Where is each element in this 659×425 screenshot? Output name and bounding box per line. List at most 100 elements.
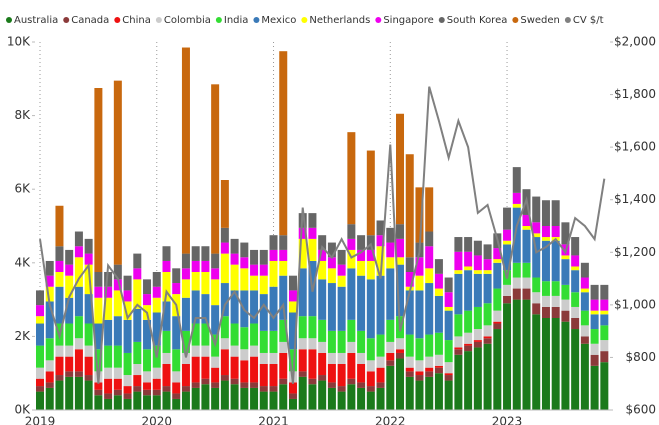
bar-segment [211, 279, 220, 306]
bar-segment [405, 356, 414, 368]
bar-segment [220, 380, 229, 410]
bar-segment [327, 330, 336, 353]
bar-segment [493, 262, 502, 289]
legend-label: CV $/t [573, 15, 604, 26]
bar-segment [65, 275, 74, 298]
bar-segment [464, 310, 473, 333]
bar-segment [162, 364, 171, 387]
bar-segment [425, 268, 434, 284]
bar-segment [279, 319, 288, 342]
bar-segment [337, 249, 346, 265]
bar-segment [434, 365, 443, 368]
bar-segment [512, 192, 521, 204]
bar-segment [230, 345, 239, 357]
bar-segment [172, 398, 181, 410]
bar-segment [191, 246, 200, 261]
bar-segment [512, 167, 521, 193]
bar-segment [571, 255, 580, 267]
x-tick-label: 2019 [25, 415, 56, 425]
bar-segment [211, 367, 220, 383]
legend-marker [438, 17, 445, 23]
bar-segment [571, 237, 580, 256]
bar-segment [444, 277, 453, 293]
bar-segment [347, 352, 356, 379]
bar-segment [133, 375, 142, 387]
bar-segment [250, 345, 259, 357]
bar-segment [483, 343, 492, 410]
bar-segment [240, 360, 249, 383]
bar-segment [522, 277, 531, 289]
bar-segment [230, 253, 239, 265]
bar-segment [259, 386, 268, 392]
bar-segment [113, 378, 122, 390]
bar-segment [143, 389, 152, 396]
bar-segment [36, 316, 44, 324]
bar-segment [55, 286, 64, 324]
bar-segment [444, 306, 453, 311]
bar-segment [172, 371, 181, 383]
legend-marker [375, 17, 382, 23]
bar-segment [318, 375, 327, 381]
y-tick-label: 8K [14, 108, 31, 122]
bar-segment [347, 384, 356, 410]
bar-segment [279, 249, 288, 261]
bar-segment [298, 338, 307, 350]
bar-segment [181, 391, 190, 410]
bar-segment [376, 382, 385, 388]
x-tick-label: 2020 [141, 415, 172, 425]
bar-segment [357, 260, 366, 276]
bar-segment [357, 364, 366, 383]
bar-segment [211, 84, 220, 254]
bar-segment [357, 275, 366, 331]
y2-tick-label: $1,400 [614, 192, 656, 206]
bar-segment [269, 391, 278, 410]
bar-segment [191, 387, 200, 410]
bar-segment [94, 88, 103, 272]
bar-segment [590, 299, 599, 311]
bar-segment [600, 299, 609, 311]
bar-segment [94, 349, 103, 372]
bar-segment [220, 253, 229, 284]
bar-segment [279, 235, 288, 250]
bar-segment [84, 323, 93, 346]
bar-segment [473, 340, 482, 342]
bar-segment [464, 351, 473, 410]
bar-segment [55, 375, 64, 381]
bar-segment [308, 338, 317, 350]
bar-segment [36, 391, 44, 410]
bar-segment [473, 329, 482, 341]
bar-segment [357, 382, 366, 388]
bar-segment [36, 290, 44, 306]
bar-segment [269, 364, 278, 387]
bar-segment [493, 259, 502, 263]
bar-segment [123, 275, 132, 291]
bar-segment [532, 292, 541, 304]
bar-segment [45, 371, 54, 383]
bar-segment [133, 279, 142, 309]
bar-segment [181, 47, 190, 254]
bar-segment [318, 260, 327, 280]
bar-segment [434, 295, 443, 333]
bar-segment [36, 305, 44, 317]
bar-segment [104, 378, 113, 394]
bar-segment [405, 371, 414, 377]
bar-segment [327, 364, 336, 383]
legend-label: Australia [14, 15, 58, 26]
bar-segment [123, 352, 132, 376]
bar-segment [541, 295, 550, 307]
bar-segment [434, 354, 443, 366]
bar-segment [250, 382, 259, 388]
bar-segment [133, 268, 142, 280]
bar-segment [396, 358, 405, 410]
bar-segment [473, 341, 482, 348]
bar-segment [337, 386, 346, 392]
bar-segment [113, 316, 122, 346]
bar-segment [181, 253, 190, 269]
legend-label: India [224, 15, 249, 26]
bar-segment [162, 330, 171, 353]
bar-segment [541, 318, 550, 410]
bar-segment [65, 345, 74, 357]
bar-segment [84, 253, 93, 265]
bar-segment [590, 329, 599, 344]
